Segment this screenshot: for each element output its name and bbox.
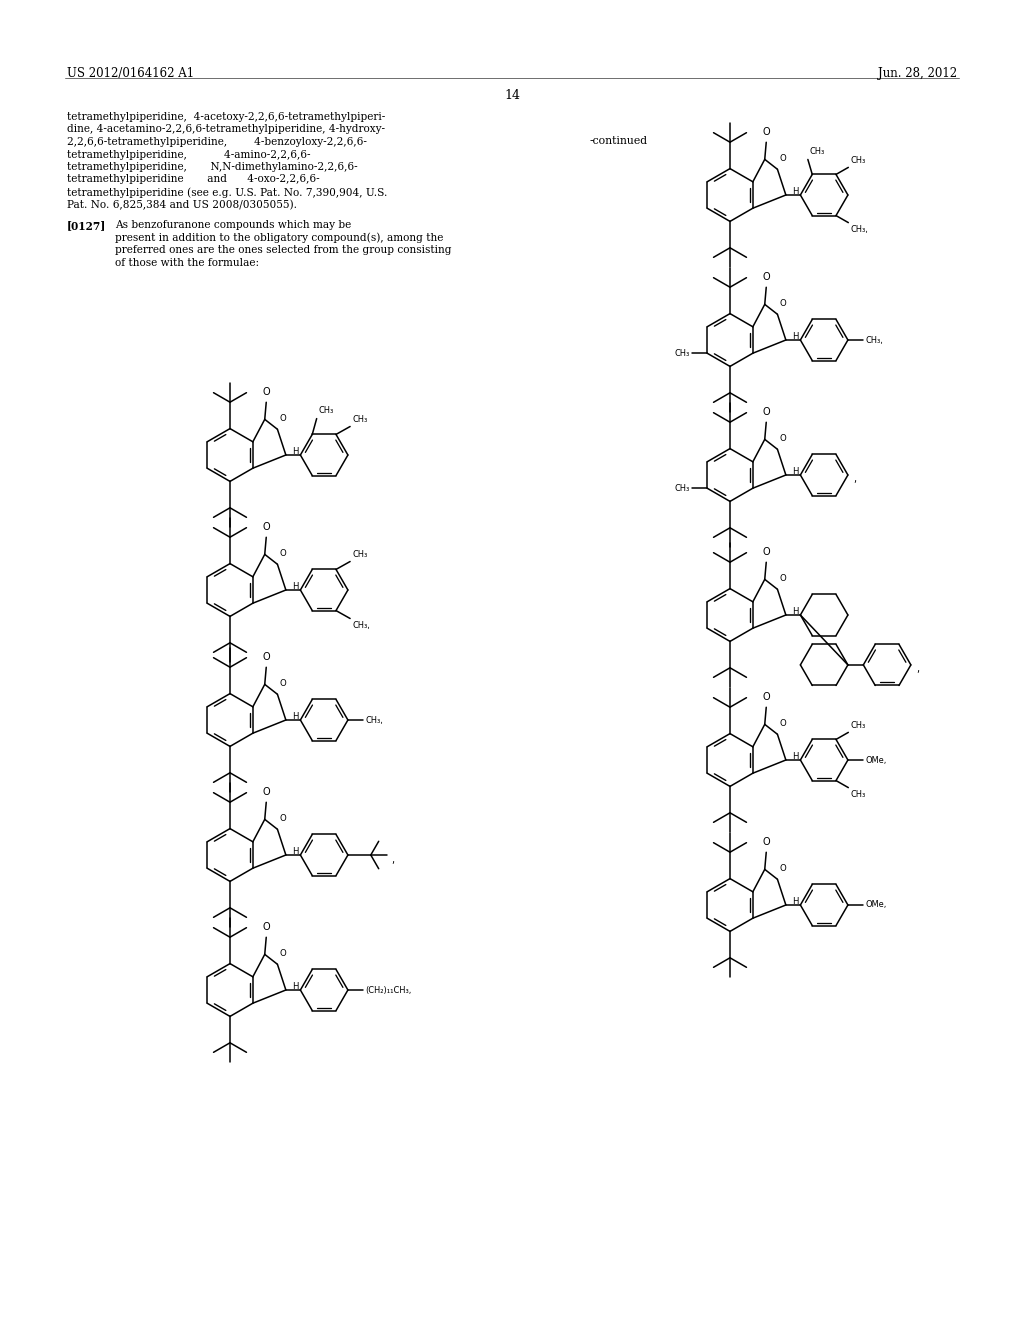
Text: H: H [292,447,298,455]
Text: O: O [262,523,270,532]
Text: O: O [280,814,286,824]
Text: O: O [280,678,286,688]
Text: O: O [763,692,770,702]
Text: O: O [763,837,770,847]
Text: Jun. 28, 2012: Jun. 28, 2012 [878,67,957,81]
Text: CH₃: CH₃ [674,483,689,492]
Text: [0127]: [0127] [67,220,106,231]
Text: O: O [779,865,786,873]
Text: H: H [292,847,298,855]
Text: O: O [280,414,286,424]
Text: CH₃: CH₃ [318,407,334,414]
Text: H: H [792,333,799,341]
Text: CH₃: CH₃ [352,414,368,424]
Text: (CH₂)₁₁CH₃,: (CH₂)₁₁CH₃, [366,986,412,994]
Text: CH₃,: CH₃, [366,715,383,725]
Text: O: O [262,923,270,932]
Text: O: O [763,548,770,557]
Text: O: O [763,127,770,137]
Text: ,: , [391,855,394,865]
Text: H: H [792,187,799,195]
Text: O: O [280,949,286,958]
Text: As benzofuranone compounds which may be: As benzofuranone compounds which may be [115,220,351,230]
Text: CH₃: CH₃ [810,147,825,156]
Text: 2,2,6,6-tetramethylpiperidine,        4-benzoyloxy-2,2,6,6-: 2,2,6,6-tetramethylpiperidine, 4-benzoyl… [67,137,367,147]
Text: preferred ones are the ones selected from the group consisting: preferred ones are the ones selected fro… [115,246,452,255]
Text: O: O [763,272,770,282]
Text: ,: , [915,664,919,675]
Text: CH₃: CH₃ [674,348,689,358]
Text: CH₃: CH₃ [851,791,866,799]
Text: CH₃,: CH₃, [851,226,868,234]
Text: O: O [262,387,270,397]
Text: CH₃: CH₃ [851,156,866,165]
Text: O: O [779,719,786,729]
Text: H: H [292,711,298,721]
Text: O: O [280,549,286,558]
Text: O: O [262,787,270,797]
Text: H: H [792,467,799,477]
Text: -continued: -continued [590,136,648,147]
Text: O: O [763,408,770,417]
Text: tetramethylpiperidine       and      4-oxo-2,2,6,6-: tetramethylpiperidine and 4-oxo-2,2,6,6- [67,174,319,185]
Text: CH₃,: CH₃, [352,622,371,630]
Text: Pat. No. 6,825,384 and US 2008/0305055).: Pat. No. 6,825,384 and US 2008/0305055). [67,199,297,210]
Text: H: H [792,752,799,760]
Text: tetramethylpiperidine,  4-acetoxy-2,2,6,6-tetramethylpiperi-: tetramethylpiperidine, 4-acetoxy-2,2,6,6… [67,112,385,121]
Text: H: H [792,898,799,906]
Text: tetramethylpiperidine,       N,N-dimethylamino-2,2,6,6-: tetramethylpiperidine, N,N-dimethylamino… [67,162,357,172]
Text: tetramethylpiperidine,           4-amino-2,2,6,6-: tetramethylpiperidine, 4-amino-2,2,6,6- [67,149,310,160]
Text: ,: , [853,474,856,484]
Text: tetramethylpiperidine (see e.g. U.S. Pat. No. 7,390,904, U.S.: tetramethylpiperidine (see e.g. U.S. Pat… [67,187,387,198]
Text: US 2012/0164162 A1: US 2012/0164162 A1 [67,67,195,81]
Text: O: O [779,434,786,444]
Text: O: O [779,574,786,583]
Text: OMe,: OMe, [865,755,887,764]
Text: OMe,: OMe, [865,900,887,909]
Text: O: O [262,652,270,663]
Text: CH₃,: CH₃, [865,335,884,345]
Text: O: O [779,154,786,164]
Text: H: H [792,607,799,616]
Text: CH₃: CH₃ [352,550,368,558]
Text: H: H [292,582,298,591]
Text: present in addition to the obligatory compound(s), among the: present in addition to the obligatory co… [115,232,443,243]
Text: dine, 4-acetamino-2,2,6,6-tetramethylpiperidine, 4-hydroxy-: dine, 4-acetamino-2,2,6,6-tetramethylpip… [67,124,385,135]
Text: CH₃: CH₃ [851,721,866,730]
Text: O: O [779,300,786,308]
Text: 14: 14 [504,88,520,102]
Text: of those with the formulae:: of those with the formulae: [115,257,259,268]
Text: H: H [292,982,298,991]
